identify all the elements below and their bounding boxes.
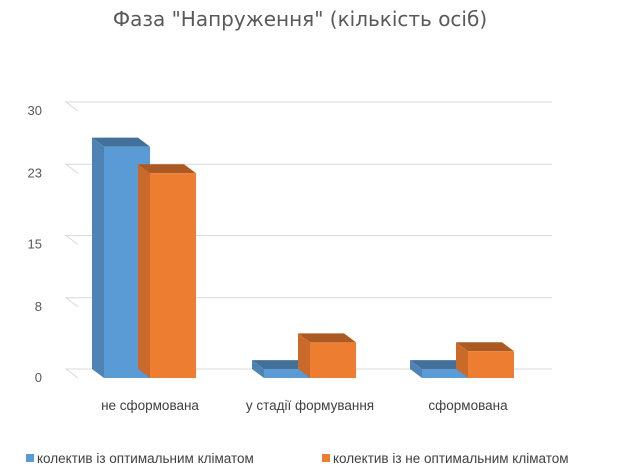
bar-front (150, 173, 196, 378)
bar (138, 164, 196, 378)
y-axis: 0 8 15 23 30 (28, 103, 42, 385)
bar (410, 360, 468, 378)
gridline (64, 368, 552, 379)
bar (456, 342, 514, 378)
legend-item: колектив із оптимальним кліматом (26, 451, 254, 466)
x-tick-label: у стадії формування (246, 398, 374, 413)
legend-label: колектив із не оптимальним кліматом (333, 451, 569, 466)
y-tick-label: 0 (35, 370, 42, 385)
legend-item: колектив із не оптимальним кліматом (322, 451, 569, 466)
y-tick-label: 23 (28, 165, 42, 180)
y-tick-label: 15 (28, 237, 42, 252)
bar-top (456, 342, 514, 352)
bar-front (264, 369, 310, 378)
bar (252, 360, 310, 378)
bar-top (92, 137, 150, 147)
bar-front (422, 369, 468, 378)
legend-swatch (26, 454, 34, 462)
bar-side (138, 164, 150, 378)
bar-side (92, 137, 104, 378)
bar-top (298, 333, 356, 343)
bar-side (410, 360, 422, 378)
gridline (64, 297, 552, 308)
bars (92, 137, 514, 378)
bar-side (298, 333, 310, 378)
gridline (64, 101, 552, 112)
bar-top (410, 360, 468, 370)
legend: колектив із оптимальним кліматом колектив… (26, 451, 569, 466)
chart-title: Фаза "Напруження" (кількість осіб) (113, 7, 487, 31)
legend-swatch (322, 454, 330, 462)
x-tick-label: не сформована (101, 398, 199, 413)
bar-top (138, 164, 196, 174)
bar-side (252, 360, 264, 378)
legend-label: колектив із оптимальним кліматом (37, 451, 254, 466)
gridlines (64, 101, 552, 379)
bar-side (456, 342, 468, 378)
y-tick-label: 30 (28, 103, 42, 118)
gridline (64, 163, 552, 174)
gridline (64, 235, 552, 245)
y-tick-label: 8 (35, 299, 42, 314)
bar-front (468, 351, 514, 378)
x-tick-label: сформована (428, 398, 508, 413)
x-axis: не сформована у стадії формування сформова… (101, 398, 508, 413)
bar-front (310, 342, 356, 378)
bar (298, 333, 356, 378)
bar-top (252, 360, 310, 370)
